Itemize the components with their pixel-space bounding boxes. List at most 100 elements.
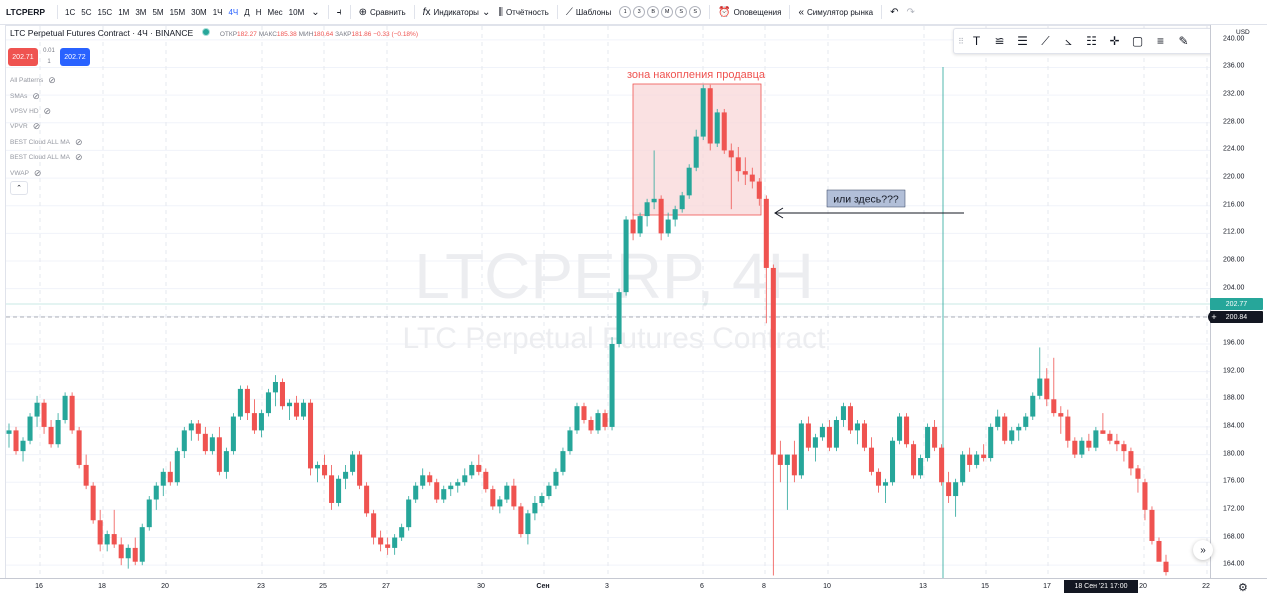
fib-retracement-icon[interactable]: ≌ [994, 34, 1005, 48]
interval-button[interactable]: 5М [152, 7, 164, 17]
templates-button[interactable]: ⟋ Шаблоны [562, 7, 615, 18]
interval-button[interactable]: 1М [118, 7, 130, 17]
candle-body [525, 513, 531, 535]
report-button[interactable]: ⫼ Отчётность [494, 7, 552, 18]
add-alert-plus-icon[interactable]: + [1208, 311, 1220, 323]
cross-line-icon[interactable]: ✛ [1109, 34, 1120, 48]
study-legend-item[interactable]: SMAs ⊘ [10, 88, 83, 103]
template-shortcut-button[interactable]: В [647, 6, 660, 18]
study-legend-list: All Patterns ⊘ SMAs ⊘ VPSV HD ⊘ VPVR ⊘ BEST Clou… [10, 73, 83, 181]
template-shortcut-button[interactable]: М [661, 6, 674, 18]
candle-body [728, 150, 734, 158]
study-legend-item[interactable]: VPVR ⊘ [10, 119, 83, 134]
study-legend-item[interactable]: All Patterns ⊘ [10, 73, 83, 88]
eye-hidden-icon[interactable]: ⊘ [43, 105, 52, 116]
template-shortcut-button[interactable]: S [675, 6, 688, 18]
eye-hidden-icon[interactable]: ⊘ [33, 167, 42, 178]
parallel-channel-icon[interactable]: ☰ [1017, 34, 1028, 48]
drag-handle-icon[interactable]: ⠿ [958, 36, 964, 46]
candle-body [202, 433, 208, 452]
replay-label: Симулятор рынка [807, 7, 874, 17]
interval-button[interactable]: 1Ч [212, 7, 223, 17]
gear-icon[interactable]: ⚙ [1238, 582, 1248, 594]
toolbar-divider [556, 5, 558, 19]
candle [553, 468, 559, 490]
undo-button[interactable]: ↶ [886, 7, 902, 18]
interval-button[interactable]: 1С [65, 7, 76, 17]
interval-button[interactable]: 5С [81, 7, 92, 17]
buy-button[interactable]: 202.72 [60, 48, 90, 66]
currency-label[interactable]: USD [1236, 29, 1250, 36]
chart-canvas[interactable]: LTCPERP, 4H LTC Perpetual Futures Contra… [6, 26, 1211, 579]
candle-body [90, 485, 96, 521]
eye-hidden-icon[interactable]: ⊘ [32, 121, 41, 132]
toolbar-divider [57, 5, 59, 19]
position-tool-icon[interactable]: ☷ [1086, 34, 1097, 48]
candle [840, 402, 846, 427]
candle [791, 440, 797, 483]
chevron-down-icon: ⌄ [311, 6, 320, 18]
study-legend-item[interactable]: VPSV HD ⊘ [10, 104, 83, 119]
sell-button[interactable]: 202.71 [8, 48, 38, 66]
candle-body [981, 454, 987, 459]
candle [953, 478, 959, 517]
study-legend-item[interactable]: BEST Cloud ALL MA ⊘ [10, 150, 83, 165]
study-legend-item[interactable]: BEST Cloud ALL MA ⊘ [10, 135, 83, 150]
interval-button[interactable]: Н [255, 7, 262, 17]
template-shortcut-button[interactable]: 3 [633, 6, 646, 18]
candle [763, 195, 769, 324]
interval-button[interactable]: Д [244, 7, 250, 17]
interval-button[interactable]: 3М [135, 7, 147, 17]
price-tick-label: 192.00 [1223, 367, 1245, 375]
symbol-search-button[interactable]: LTCPERP [6, 7, 46, 17]
interval-button[interactable]: 10М [288, 7, 305, 17]
candle-body [13, 430, 19, 452]
replay-button[interactable]: « Симулятор рынка [794, 7, 877, 18]
candle [1149, 506, 1155, 545]
indicators-button[interactable]: fx Индикаторы ⌄ [419, 7, 495, 18]
candle [286, 399, 293, 421]
redo-button[interactable]: ↷ [903, 7, 919, 18]
interval-dropdown-button[interactable]: ⌄ [307, 7, 323, 18]
price-tick-label: 224.00 [1223, 145, 1245, 153]
interval-button[interactable]: Мес [267, 7, 283, 17]
compare-button[interactable]: ⊕ Сравнить [355, 7, 410, 18]
chart-pane[interactable]: LTCPERP, 4H LTC Perpetual Futures Contra… [5, 25, 1211, 579]
study-legend-item[interactable]: VWAP ⊘ [10, 165, 83, 180]
text-tool-icon[interactable]: T [972, 34, 981, 48]
candle-body [181, 430, 187, 452]
collapse-legend-button[interactable]: ⌃ [10, 181, 28, 195]
candle [160, 468, 166, 497]
rectangle-tool-icon[interactable]: ▢ [1131, 34, 1144, 48]
interval-button[interactable]: 30М [191, 7, 207, 17]
annotation-note-box[interactable] [826, 189, 906, 208]
alerts-button[interactable]: ⏰ Оповещения [714, 7, 785, 18]
interval-button[interactable]: 15М [169, 7, 186, 17]
template-shortcut-button[interactable]: 1 [619, 6, 632, 18]
scroll-to-realtime-button[interactable]: » [1193, 540, 1213, 560]
trend-line-icon[interactable]: ⟋ [1041, 33, 1050, 48]
interval-button[interactable]: 15С [97, 7, 113, 17]
candle [560, 447, 566, 476]
candle-body [539, 496, 545, 503]
candle-body [651, 198, 657, 203]
eye-hidden-icon[interactable]: ⊘ [74, 136, 83, 147]
time-axis[interactable]: 16 18 20 23 25 27 30 Сен 3 6 8 10 13 15 17 20 22 [0, 578, 1267, 595]
candle-body [581, 406, 587, 421]
candle-body [300, 402, 307, 417]
candle-body [1030, 395, 1036, 417]
series-title[interactable]: LTC Perpetual Futures Contract · 4Ч · BI… [10, 28, 194, 38]
candle-body [251, 413, 257, 431]
eye-hidden-icon[interactable]: ⊘ [48, 75, 56, 86]
interval-button[interactable]: 4Ч [228, 7, 239, 17]
chart-type-button[interactable]: ⫞ [333, 7, 346, 18]
annotation-note-text: или здесь??? [833, 194, 899, 206]
eye-hidden-icon[interactable]: ⊘ [32, 90, 40, 101]
brush-icon[interactable]: ✎ [1178, 34, 1189, 48]
eye-hidden-icon[interactable]: ⊘ [74, 152, 83, 163]
drawing-toolbar: ⠿ T ≌ ☰ ⟋ ⦣ ☷ ✛ ▢ ≡ ✎ [953, 28, 1223, 54]
settings-list-icon[interactable]: ≡ [1156, 34, 1164, 48]
template-shortcut-button[interactable]: S [689, 6, 702, 18]
pattern-tool-icon[interactable]: ⦣ [1065, 33, 1072, 48]
candle [441, 485, 447, 503]
